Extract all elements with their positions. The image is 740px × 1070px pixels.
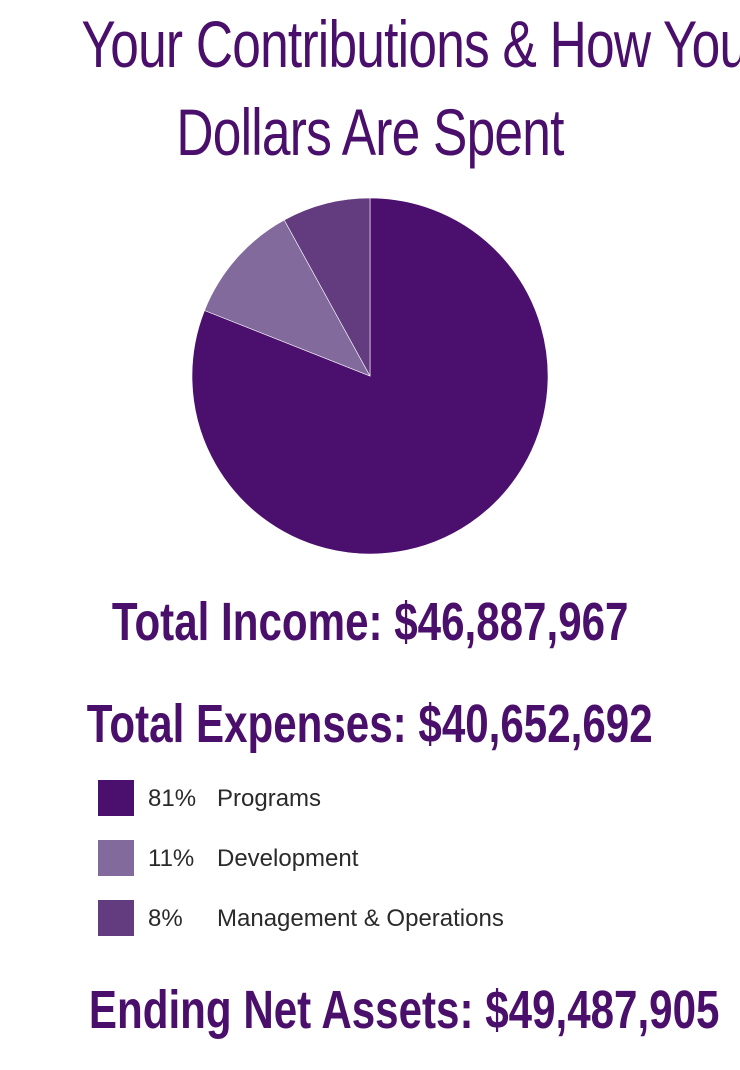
- pie-slice-development: [204, 219, 371, 377]
- legend-swatch-programs: [98, 780, 134, 816]
- pie-slice-programs: [191, 197, 549, 555]
- expense-pie-chart: [191, 197, 549, 555]
- ending-net-assets: Ending Net Assets: $49,487,905: [88, 980, 720, 1040]
- legend-label-programs: Programs: [217, 785, 322, 812]
- legend-label-development: Development: [217, 845, 359, 872]
- title-line-2: Dollars Are Spent: [176, 95, 564, 169]
- total-income: Total Income: $46,887,967: [111, 592, 629, 652]
- page-title: Your Contributions & How Your Dollars Ar…: [0, 0, 740, 176]
- total-expenses: Total Expenses: $40,652,692: [87, 694, 653, 754]
- legend-item-programs: 81% Programs: [98, 780, 658, 816]
- legend-swatch-development: [98, 840, 134, 876]
- legend-percent-development: 11%: [148, 845, 195, 872]
- legend-label-management-operations: Management & Operations: [217, 905, 504, 932]
- legend-item-development: 11% Development: [98, 840, 658, 876]
- chart-legend: 81% Programs 11% Development 8% Manageme…: [98, 780, 658, 960]
- legend-swatch-management-operations: [98, 900, 134, 936]
- title-line-1: Your Contributions & How Your: [81, 7, 740, 81]
- legend-percent-management-operations: 8%: [148, 905, 183, 932]
- legend-item-management-operations: 8% Management & Operations: [98, 900, 658, 936]
- legend-percent-programs: 81%: [148, 785, 197, 812]
- pie-slice-management-operations: [283, 197, 371, 377]
